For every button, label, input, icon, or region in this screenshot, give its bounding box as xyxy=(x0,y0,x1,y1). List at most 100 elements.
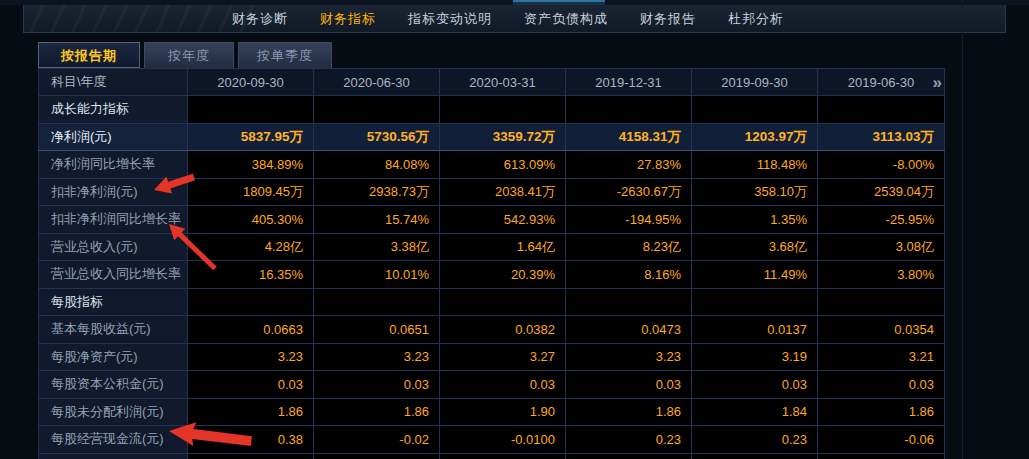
column-header-label: 2020-06-30 xyxy=(343,75,410,90)
value-cell xyxy=(566,453,692,459)
value-cell: 4.28亿 xyxy=(188,233,314,261)
value-cell xyxy=(440,453,566,459)
row-label-cell: 每股经营现金流(元) xyxy=(39,426,188,454)
row-label-cell: 营业总收入(元) xyxy=(39,233,188,261)
financial-indicators-table: 科目\年度2020-09-30 2020-06-30 2020-03-31 2019-… xyxy=(38,68,945,459)
tab-by-quarter[interactable]: 按单季度 xyxy=(238,42,332,68)
value-cell xyxy=(818,453,945,459)
value-cell xyxy=(188,288,314,316)
value-cell: 0.0473 xyxy=(566,316,692,344)
value-cell: 1.86 xyxy=(188,398,314,426)
nav-item-dupont-analysis[interactable]: 杜邦分析 xyxy=(712,10,800,28)
tab-by-year[interactable]: 按年度 xyxy=(144,42,234,68)
section-row: 每股指标 xyxy=(39,288,945,316)
value-cell: 5730.56万 xyxy=(314,123,440,151)
value-cell: 542.93% xyxy=(440,206,566,234)
nav-item-financial-report[interactable]: 财务报告 xyxy=(624,10,712,28)
tab-by-report-period[interactable]: 按报告期 xyxy=(38,42,140,68)
value-cell: 118.48% xyxy=(692,151,818,179)
table-row: 每股未分配利润(元)1.861.861.901.861.841.86 xyxy=(39,398,945,426)
value-cell xyxy=(566,288,692,316)
nav-items: 财务诊断财务指标指标变动说明资产负债构成财务报告杜邦分析 xyxy=(216,10,800,28)
column-header: 2020-09-30 xyxy=(188,69,314,96)
value-cell: 4158.31万 xyxy=(566,123,692,151)
financial-indicators-table-wrap: 科目\年度2020-09-30 2020-06-30 2020-03-31 2019-… xyxy=(38,68,945,459)
value-cell: 1.86 xyxy=(566,398,692,426)
value-cell: 0.03 xyxy=(818,371,945,399)
value-cell: -25.95% xyxy=(818,206,945,234)
value-cell xyxy=(692,288,818,316)
row-label-cell: 扣非净利润(元) xyxy=(39,178,188,206)
value-cell: 0.0382 xyxy=(440,316,566,344)
value-cell: 1.84 xyxy=(692,398,818,426)
value-cell: 0.0651 xyxy=(314,316,440,344)
value-cell: 0.03 xyxy=(692,371,818,399)
value-cell: 1.86 xyxy=(314,398,440,426)
value-cell: 358.10万 xyxy=(692,178,818,206)
value-cell: 0.03 xyxy=(566,371,692,399)
value-cell: 3.80% xyxy=(818,261,945,289)
value-cell: 0.03 xyxy=(188,371,314,399)
value-cell: 2038.41万 xyxy=(440,178,566,206)
column-header-label: 2019-06-30 xyxy=(848,75,915,90)
section-row: 成长能力指标 xyxy=(39,96,945,124)
value-cell xyxy=(440,288,566,316)
row-label-cell: 净利润同比增长率 xyxy=(39,151,188,179)
value-cell: -2630.67万 xyxy=(566,178,692,206)
row-label-cell: 净利润(元) xyxy=(39,123,188,151)
value-cell: 3113.03万 xyxy=(818,123,945,151)
value-cell: 10.01% xyxy=(314,261,440,289)
value-cell: 3.23 xyxy=(188,343,314,371)
column-header-label: 2019-09-30 xyxy=(721,75,788,90)
value-cell: 1.64亿 xyxy=(440,233,566,261)
sub-navbar: 财务诊断财务指标指标变动说明资产负债构成财务报告杜邦分析 xyxy=(23,5,1006,33)
value-cell xyxy=(188,96,314,124)
value-cell: 84.08% xyxy=(314,151,440,179)
table-row: 每股经营现金流(元)0.38-0.02-0.01000.230.23-0.06 xyxy=(39,426,945,454)
value-cell: -0.06 xyxy=(818,426,945,454)
corner-header-cell: 科目\年度 xyxy=(39,69,188,96)
value-cell: 384.89% xyxy=(188,151,314,179)
value-cell: 3.23 xyxy=(314,343,440,371)
value-cell: 0.0137 xyxy=(692,316,818,344)
table-row: 营业总收入同比增长率16.35%10.01%20.39%8.16%11.49%3… xyxy=(39,261,945,289)
table-row: 基本每股收益(元)0.06630.06510.03820.04730.01370… xyxy=(39,316,945,344)
value-cell xyxy=(692,453,818,459)
value-cell: 0.03 xyxy=(314,371,440,399)
column-header-label: 2019-12-31 xyxy=(595,75,662,90)
page-divider xyxy=(962,0,963,459)
value-cell: 2539.04万 xyxy=(818,178,945,206)
value-cell: 16.35% xyxy=(188,261,314,289)
value-cell xyxy=(314,453,440,459)
value-cell: 15.74% xyxy=(314,206,440,234)
nav-item-financial-diagnosis[interactable]: 财务诊断 xyxy=(216,10,304,28)
row-label-cell: 每股指标 xyxy=(39,288,188,316)
table-row: 净利润同比增长率384.89%84.08%613.09%27.83%118.48… xyxy=(39,151,945,179)
value-cell: 0.38 xyxy=(188,426,314,454)
value-cell xyxy=(314,96,440,124)
table-row: 每股净资产(元)3.233.233.273.233.193.21 xyxy=(39,343,945,371)
row-label-cell: 扣非净利润同比增长率 xyxy=(39,206,188,234)
row-label-cell: 每股未分配利润(元) xyxy=(39,398,188,426)
value-cell xyxy=(818,96,945,124)
value-cell xyxy=(188,453,314,459)
next-columns-button[interactable]: » xyxy=(933,74,939,91)
value-cell: 3.19 xyxy=(692,343,818,371)
value-cell: 3359.72万 xyxy=(440,123,566,151)
value-cell xyxy=(314,288,440,316)
table-row: 每股资本公积金(元)0.030.030.030.030.030.03 xyxy=(39,371,945,399)
nav-item-balance-sheet-structure[interactable]: 资产负债构成 xyxy=(508,10,624,28)
value-cell: 613.09% xyxy=(440,151,566,179)
value-cell: -0.0100 xyxy=(440,426,566,454)
value-cell: 0.23 xyxy=(692,426,818,454)
value-cell: -194.95% xyxy=(566,206,692,234)
row-label-cell: 成长能力指标 xyxy=(39,96,188,124)
nav-item-indicator-change-notes[interactable]: 指标变动说明 xyxy=(392,10,508,28)
row-label-cell: 每股资本公积金(元) xyxy=(39,371,188,399)
value-cell: 3.08亿 xyxy=(818,233,945,261)
value-cell xyxy=(566,96,692,124)
row-label-cell: 基本每股收益(元) xyxy=(39,316,188,344)
column-header: 2020-03-31 xyxy=(440,69,566,96)
nav-item-financial-indicators[interactable]: 财务指标 xyxy=(304,10,392,28)
value-cell: 0.03 xyxy=(440,371,566,399)
